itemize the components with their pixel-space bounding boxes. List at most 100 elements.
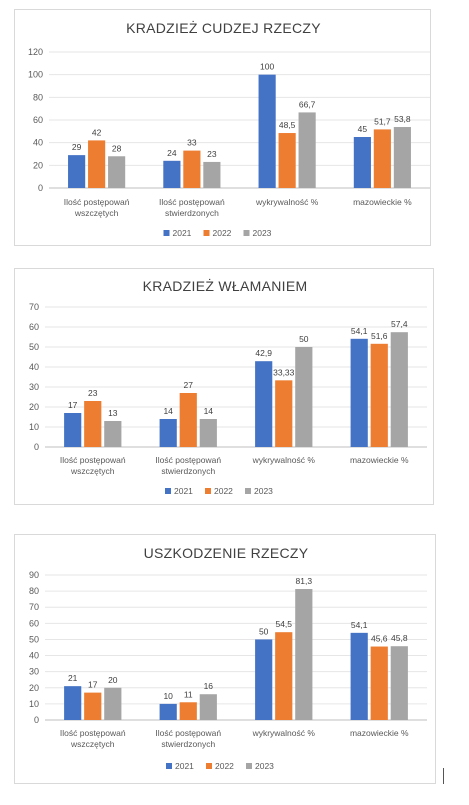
data-label: 14 <box>204 406 214 416</box>
data-label: 51,7 <box>374 116 391 126</box>
bar-2021 <box>159 703 177 720</box>
data-label: 42,9 <box>255 348 272 358</box>
data-label: 11 <box>184 689 193 699</box>
x-category-label-line: wszczętych <box>70 739 115 749</box>
legend-label: 2023 <box>255 761 274 771</box>
y-tick-label: 80 <box>33 92 43 102</box>
data-label: 14 <box>163 406 173 416</box>
y-tick-label: 0 <box>34 715 39 725</box>
data-label: 20 <box>108 675 118 685</box>
bar-2021 <box>64 413 82 447</box>
x-category-label-line: Ilość postępowań <box>60 455 126 465</box>
y-tick-label: 60 <box>29 322 39 332</box>
y-tick-label: 0 <box>38 183 43 193</box>
data-label: 21 <box>68 673 78 683</box>
bar-2021 <box>350 632 368 720</box>
x-category-label-line: mazowieckie % <box>350 455 409 465</box>
x-category-label-line: stwierdzonych <box>161 739 215 749</box>
x-category-label: wykrywalność % <box>255 197 319 207</box>
x-category-label: Ilość postępowań stwierdzonych <box>159 197 225 218</box>
bar-2023 <box>393 127 411 188</box>
legend-swatch-2021 <box>166 763 172 769</box>
legend-label: 2021 <box>175 761 194 771</box>
data-label: 66,7 <box>299 99 316 109</box>
data-label: 29 <box>72 142 82 152</box>
bar-2022 <box>84 401 102 447</box>
data-label: 13 <box>108 408 118 418</box>
chart-title: KRADZIEŻ WŁAMANIEM <box>143 277 308 294</box>
bar-2022 <box>84 692 102 720</box>
legend-swatch-2023 <box>246 763 252 769</box>
text-cursor <box>443 768 444 784</box>
y-tick-label: 80 <box>29 586 39 596</box>
x-category-label-line: Ilość postępowań <box>64 197 130 207</box>
y-tick-label: 40 <box>33 138 43 148</box>
bar-2022 <box>278 133 296 188</box>
data-label: 23 <box>88 388 98 398</box>
bar-2021 <box>350 338 368 447</box>
data-label: 54,5 <box>275 619 292 629</box>
bar-2021 <box>258 74 276 188</box>
y-tick-label: 40 <box>29 651 39 661</box>
chart-panel-uszkodzenie-rzeczy: USZKODZENIE RZECZY 0 10 20 30 40 50 60 70 80 90 21 1… <box>14 534 436 784</box>
data-label: 17 <box>68 400 78 410</box>
data-label: 100 <box>260 62 274 72</box>
x-category-label: Ilość postępowań wszczętych <box>60 455 126 476</box>
legend-label: 2022 <box>213 228 232 238</box>
legend-label: 2022 <box>214 486 233 496</box>
data-label: 45,6 <box>371 634 388 644</box>
y-tick-label: 30 <box>29 382 39 392</box>
data-label: 23 <box>207 149 217 159</box>
x-category-label-line: Ilość postępowań <box>159 197 225 207</box>
y-tick-label: 40 <box>29 362 39 372</box>
data-label: 27 <box>184 380 194 390</box>
x-category-label-line: mazowieckie % <box>353 197 412 207</box>
bar-2022 <box>370 646 388 720</box>
data-label: 50 <box>299 334 309 344</box>
bar-2023 <box>199 694 217 720</box>
data-label: 57,4 <box>391 319 408 329</box>
x-category-label-line: Ilość postępowań <box>155 455 221 465</box>
y-tick-label: 30 <box>29 667 39 677</box>
bar-2021 <box>64 686 82 720</box>
data-label: 53,8 <box>394 114 411 124</box>
y-tick-label: 20 <box>29 683 39 693</box>
y-tick-label: 100 <box>28 70 43 80</box>
x-category-label-line: Ilość postępowań <box>155 728 221 738</box>
bar-2023 <box>390 332 408 447</box>
x-category-label-line: wykrywalność % <box>252 455 316 465</box>
chart-kradziez-wlamaniem: KRADZIEŻ WŁAMANIEM 0 10 20 30 40 50 60 70 17 23 13 I… <box>29 277 427 496</box>
bar-2023 <box>295 589 313 720</box>
chart-title: KRADZIEŻ CUDZEJ RZECZY <box>126 19 321 36</box>
legend-label: 2023 <box>253 228 272 238</box>
data-label: 48,5 <box>279 120 296 130</box>
data-label: 81,3 <box>296 576 313 586</box>
x-category-label: mazowieckie % <box>350 455 409 465</box>
chart-title: USZKODZENIE RZECZY <box>144 545 309 561</box>
legend-swatch-2022 <box>203 230 210 236</box>
legend-swatch-2023 <box>245 488 251 494</box>
bar-2022 <box>275 632 293 720</box>
y-tick-label: 50 <box>29 342 39 352</box>
data-label: 45 <box>358 124 368 134</box>
y-tick-label: 60 <box>29 618 39 628</box>
chart-uszkodzenie-rzeczy: USZKODZENIE RZECZY 0 10 20 30 40 50 60 70 80 90 21 1… <box>29 545 427 771</box>
bar-2022 <box>88 140 106 188</box>
bar-2021 <box>255 639 273 720</box>
data-label: 17 <box>88 680 98 690</box>
data-label: 33,33 <box>273 367 295 377</box>
data-label: 50 <box>259 626 269 636</box>
x-category-label-line: Ilość postępowań <box>60 728 126 738</box>
y-tick-label: 70 <box>29 602 39 612</box>
x-category-label-line: wszczętych <box>74 208 119 218</box>
bar-2021 <box>159 419 177 447</box>
legend-swatch-2021 <box>165 488 171 494</box>
chart-kradziez-cudzej-rzeczy: KRADZIEŻ CUDZEJ RZECZY 0 20 40 60 80 100 120 29 4… <box>28 19 430 238</box>
legend-label: 2022 <box>215 761 234 771</box>
x-category-label: Ilość postępowań stwierdzonych <box>155 728 221 749</box>
y-tick-label: 10 <box>29 422 39 432</box>
x-category-label-line: wykrywalność % <box>252 728 316 738</box>
data-label: 54,1 <box>351 326 368 336</box>
bar-2021 <box>68 155 86 188</box>
x-category-label: mazowieckie % <box>350 728 409 738</box>
